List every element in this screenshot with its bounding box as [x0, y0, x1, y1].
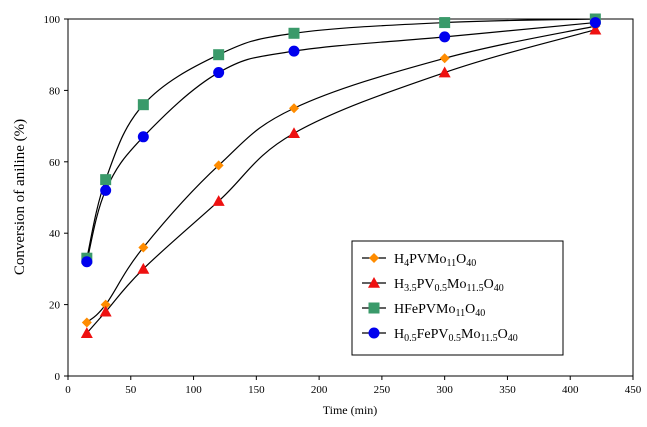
legend-text-part: O — [465, 302, 475, 317]
y-tick-label: 20 — [49, 300, 61, 312]
legend-text-part: H — [394, 277, 404, 292]
legend-marker — [368, 327, 380, 339]
legend-entry: H0.5FePV0.5Mo11.5O40 — [394, 327, 518, 344]
x-tick-label: 100 — [185, 384, 202, 396]
series-line-0 — [86, 25, 596, 323]
data-point-2 — [439, 17, 451, 29]
data-point-0 — [213, 160, 224, 171]
legend-text-part: 3.5 — [404, 283, 417, 294]
legend-text-part: O — [456, 252, 466, 267]
legend-text-part: 40 — [466, 258, 476, 269]
legend-text-part: O — [498, 327, 508, 342]
data-point-3 — [589, 17, 601, 29]
legend-text-part: 4 — [404, 258, 409, 269]
legend-text-part: Mo — [447, 277, 466, 292]
legend-marker — [369, 253, 379, 263]
legend-entry: H4PVMo11O40 — [394, 252, 476, 269]
x-tick-label: 200 — [311, 384, 328, 396]
data-point-3 — [213, 67, 225, 79]
legend-text-part: PV — [417, 277, 435, 292]
data-point-1 — [288, 127, 300, 139]
data-point-2 — [288, 27, 300, 39]
data-point-2 — [100, 174, 112, 186]
x-axis: 0 50 100 150 200 250 300 350 400 450 — [65, 376, 642, 396]
data-point-0 — [289, 103, 299, 114]
y-tick-label: 100 — [44, 14, 61, 26]
data-point-3 — [100, 184, 112, 196]
y-tick-label: 60 — [49, 157, 61, 169]
legend-text-part: 0.5 — [435, 283, 448, 294]
x-tick-label: 350 — [499, 384, 516, 396]
legend-text-part: 40 — [508, 333, 518, 344]
data-point-3 — [439, 31, 451, 43]
legend-text-part: 11.5 — [466, 283, 483, 294]
legend-text-part: 40 — [475, 308, 485, 319]
legend-text-part: 11.5 — [480, 333, 497, 344]
y-tick-label: 40 — [49, 228, 61, 240]
data-point-0 — [81, 317, 92, 328]
data-point-1 — [212, 195, 225, 206]
x-tick-label: 250 — [374, 384, 391, 396]
x-tick-label: 450 — [625, 384, 642, 396]
legend-text-part: 11 — [455, 308, 465, 319]
legend-text-part: 11 — [446, 258, 456, 269]
legend-text-part: PVMo — [409, 252, 446, 267]
data-point-0 — [100, 299, 111, 310]
y-tick-label: 0 — [55, 371, 61, 383]
legend-entry: HFePVMo11O40 — [394, 302, 485, 319]
data-point-0 — [439, 53, 450, 64]
series-markers — [80, 13, 602, 338]
legend-text-part: H — [394, 327, 404, 342]
data-point-1 — [80, 327, 93, 338]
x-axis-title: Time (min) — [323, 403, 378, 417]
y-tick-label: 80 — [49, 85, 61, 97]
legend-marker — [368, 302, 380, 314]
legend-marker — [368, 277, 380, 288]
y-axis: 0 20 40 60 80 100 — [44, 14, 68, 383]
legend-text-part: 0.5 — [404, 333, 417, 344]
legend-text-part: 40 — [494, 283, 504, 294]
data-point-0 — [138, 242, 149, 253]
y-axis-title: Conversion of aniline (%) — [12, 119, 28, 275]
x-tick-label: 400 — [562, 384, 579, 396]
x-tick-label: 0 — [65, 384, 71, 396]
x-tick-label: 150 — [248, 384, 265, 396]
data-point-3 — [137, 131, 149, 143]
data-point-2 — [137, 99, 149, 111]
legend-text-part: HFePVMo — [394, 302, 455, 317]
legend: H4PVMo11O40H3.5PV0.5Mo11.5O40HFePVMo11O4… — [351, 240, 564, 356]
data-point-3 — [288, 45, 300, 57]
legend-text-part: 0.5 — [449, 333, 462, 344]
data-point-1 — [99, 305, 112, 317]
legend-text-part: O — [484, 277, 494, 292]
data-point-1 — [438, 66, 451, 78]
legend-text-part: FePV — [417, 327, 449, 342]
data-point-1 — [137, 262, 150, 274]
x-tick-label: 50 — [125, 384, 137, 396]
legend-box — [351, 240, 564, 356]
data-point-2 — [213, 49, 225, 61]
legend-text-part: H — [394, 252, 404, 267]
legend-text-part: Mo — [461, 327, 480, 342]
series-line-1 — [86, 29, 596, 334]
data-point-1 — [589, 23, 602, 35]
legend-entry: H3.5PV0.5Mo11.5O40 — [394, 277, 504, 294]
x-tick-label: 300 — [436, 384, 453, 396]
data-point-3 — [81, 256, 93, 268]
